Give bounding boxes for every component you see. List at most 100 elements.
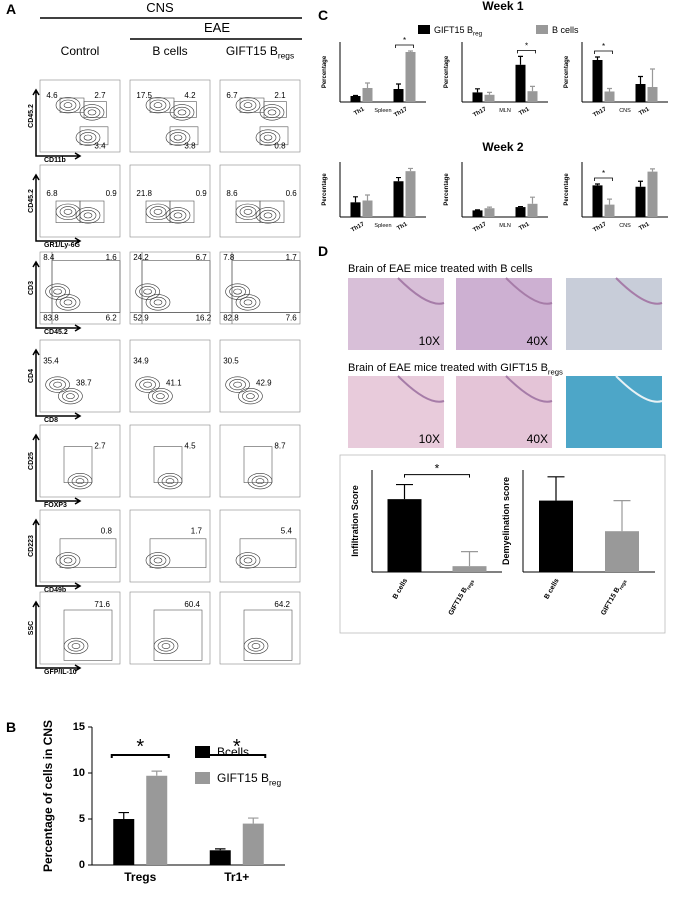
contour — [55, 294, 81, 311]
error-bar — [650, 68, 655, 87]
contour — [239, 206, 257, 218]
contour — [243, 299, 253, 306]
column-header: B cells — [152, 44, 187, 58]
gate — [59, 538, 117, 568]
contour — [148, 388, 173, 405]
gate — [173, 101, 197, 118]
contour — [229, 286, 246, 298]
bar — [484, 208, 495, 217]
gate-percentage: 3.8 — [184, 141, 196, 150]
significance-label: * — [602, 42, 605, 51]
bar — [405, 171, 416, 217]
contour — [58, 388, 83, 405]
gate-percentage: 1.6 — [106, 253, 118, 262]
y-axis-label: Infiltration Score — [350, 485, 360, 557]
tissue-edge — [615, 375, 663, 403]
error-bar — [365, 194, 370, 201]
bar — [527, 203, 538, 217]
bar — [472, 92, 483, 102]
legend-swatch — [536, 25, 548, 34]
contour — [83, 212, 93, 219]
gate-percentage: 4.2 — [184, 91, 196, 100]
y-axis-label: CD3 — [28, 281, 35, 295]
contour — [225, 283, 250, 300]
gate-percentage: 64.2 — [274, 600, 290, 609]
flow-plot-frame — [39, 251, 121, 325]
legend-label-main: Bcells — [217, 745, 249, 759]
axis-arrow — [32, 260, 82, 332]
x-axis-label: GFP/IL-10 — [44, 669, 77, 676]
y-axis-label: Percentage — [564, 55, 570, 88]
gate — [243, 609, 293, 661]
legend-label-sub: reg — [269, 778, 281, 788]
gate-percentage: 6.7 — [196, 253, 208, 262]
contour — [139, 379, 156, 391]
significance-bracket — [594, 50, 613, 54]
y-axis-label: Demyelination score — [501, 477, 511, 565]
bar — [592, 60, 603, 102]
significance-label: * — [525, 41, 528, 50]
error-bar — [215, 848, 226, 851]
contour — [153, 102, 163, 109]
flow-plot-frame — [129, 339, 211, 413]
column-header: GIFT15 Bregs — [226, 44, 294, 61]
magnification: 10X — [419, 334, 440, 348]
contour — [75, 478, 85, 485]
contour — [87, 109, 97, 116]
error-bar — [151, 770, 162, 776]
x-tick-label: Th1 — [638, 221, 651, 232]
week-title: Week 2 — [482, 140, 523, 154]
bar — [605, 531, 639, 572]
gate-percentage: 34.9 — [133, 357, 149, 366]
axis-arrow — [32, 88, 82, 160]
gate-percentage: 60.4 — [184, 600, 200, 609]
x-tick-label: Th17 — [592, 221, 608, 234]
gate-percentage: 2.7 — [94, 91, 106, 100]
bar — [515, 207, 526, 217]
contour — [255, 207, 281, 224]
contour — [247, 640, 265, 652]
y-axis-label: Percentage — [444, 55, 450, 88]
x-tick-label: Tregs — [124, 870, 156, 884]
column-header-main: Control — [61, 44, 100, 58]
contour — [53, 288, 62, 295]
gate-percentage: 42.9 — [256, 378, 272, 387]
tissue-edge — [505, 375, 553, 403]
group-label: MLN — [499, 108, 511, 114]
contour — [59, 296, 77, 308]
y-tick-label: 5 — [79, 813, 85, 825]
significance-label: * — [435, 462, 440, 476]
contour — [71, 475, 89, 487]
bar — [350, 202, 361, 217]
gate-percentage: 0.8 — [274, 141, 286, 150]
image-caption-main: Brain of EAE mice treated with GIFT15 B — [348, 362, 548, 374]
x-axis-label: CD45.2 — [44, 329, 68, 336]
gate-percentage: 52.9 — [133, 313, 149, 322]
gate-percentage: 0.9 — [106, 189, 118, 198]
gate — [63, 446, 93, 483]
gate — [79, 126, 109, 146]
group-label: MLN — [499, 223, 511, 229]
contour — [161, 643, 171, 649]
flow-plot-frame — [129, 251, 211, 325]
gate — [239, 538, 297, 568]
error-bar — [396, 83, 401, 89]
gate — [63, 609, 113, 661]
legend-label: GIFT15 Breg — [217, 771, 281, 788]
gate-percentage: 8.4 — [43, 253, 55, 262]
gate-percentage: 2.1 — [274, 91, 286, 100]
gate — [149, 538, 207, 568]
image-caption: Brain of EAE mice treated with GIFT15 Br… — [348, 362, 563, 376]
error-bar — [396, 176, 401, 182]
error-bar — [475, 88, 480, 93]
contour — [135, 376, 160, 393]
week-title: Week 1 — [482, 0, 523, 13]
error-bar — [487, 206, 492, 209]
contour — [251, 643, 261, 649]
flow-plot-frame — [129, 164, 211, 238]
bar — [362, 88, 373, 102]
gate-percentage: 6.7 — [226, 91, 238, 100]
axis-arrow — [32, 518, 82, 590]
significance-bracket — [404, 474, 470, 478]
contour — [152, 390, 169, 402]
